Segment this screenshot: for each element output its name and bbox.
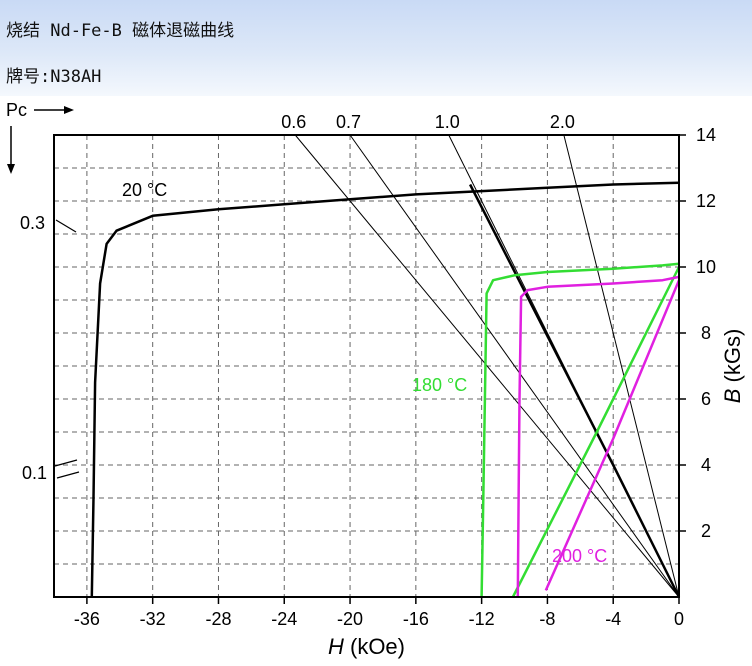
y-tick-label: 4 bbox=[701, 455, 711, 475]
y-axis-unit: (kGs) bbox=[720, 329, 745, 389]
load-line-label-0-7: 0.7 bbox=[336, 112, 361, 132]
pc-tick bbox=[54, 459, 78, 467]
load-line-2-0 bbox=[563, 134, 680, 598]
bh-curve-180c bbox=[480, 262, 680, 598]
pc-arrowhead-down bbox=[7, 164, 15, 174]
load-line-label-0-6: 0.6 bbox=[281, 112, 306, 132]
pc-tick bbox=[55, 219, 77, 233]
x-tick-label: -4 bbox=[605, 609, 621, 629]
header-band: 烧结 Nd-Fe-B 磁体退磁曲线 牌号:N38AH bbox=[0, 0, 752, 96]
bh-curve-20c bbox=[90, 181, 680, 598]
x-axis-symbol: H bbox=[328, 634, 344, 659]
pc-tick-label: 0.1 bbox=[22, 463, 47, 483]
x-tick-label: -24 bbox=[271, 609, 297, 629]
pc-axis-title: Pc bbox=[6, 100, 27, 120]
bi-curve-180c bbox=[511, 266, 681, 598]
load-line-label-1-0: 1.0 bbox=[435, 112, 460, 132]
y-tick-label: 10 bbox=[696, 257, 716, 277]
bi-curve-20c bbox=[468, 183, 681, 598]
load-line-label-2-0: 2.0 bbox=[550, 112, 575, 132]
x-axis-title: H (kOe) bbox=[328, 634, 405, 659]
x-tick-label: -16 bbox=[403, 609, 429, 629]
x-tick-label: -28 bbox=[205, 609, 231, 629]
x-tick-label: -32 bbox=[140, 609, 166, 629]
grade-label: 牌号:N38AH bbox=[6, 67, 102, 87]
load-line-0-6 bbox=[294, 134, 680, 598]
x-tick-label: -36 bbox=[74, 609, 100, 629]
x-tick-label: 0 bbox=[674, 609, 684, 629]
plot-frame bbox=[53, 134, 680, 598]
pc-tick bbox=[56, 471, 80, 479]
bi-curve-200c bbox=[544, 279, 681, 591]
bh-curve-200c bbox=[516, 275, 680, 598]
x-tick-label: -20 bbox=[337, 609, 363, 629]
grid bbox=[54, 135, 679, 597]
x-tick-label: -12 bbox=[469, 609, 495, 629]
x-tick-label: -8 bbox=[539, 609, 555, 629]
y-tick-label: 8 bbox=[701, 323, 711, 343]
series-label: 180 °C bbox=[412, 375, 467, 395]
y-axis-symbol: B bbox=[720, 389, 745, 404]
series-label: 20 °C bbox=[122, 180, 167, 200]
y-tick-label: 6 bbox=[701, 389, 711, 409]
y-tick-label: 2 bbox=[701, 521, 711, 541]
y-tick-label: 14 bbox=[696, 125, 716, 145]
y-tick-label: 12 bbox=[696, 191, 716, 211]
pc-arrowhead-right bbox=[64, 106, 74, 114]
series-label: 200 °C bbox=[552, 546, 607, 566]
page-title: 烧结 Nd-Fe-B 磁体退磁曲线 bbox=[6, 21, 235, 41]
y-axis-title: B (kGs) bbox=[720, 329, 745, 404]
x-axis-unit: (kOe) bbox=[344, 634, 405, 659]
pc-tick-label: 0.3 bbox=[20, 213, 45, 233]
load-line-0-7 bbox=[349, 134, 680, 598]
